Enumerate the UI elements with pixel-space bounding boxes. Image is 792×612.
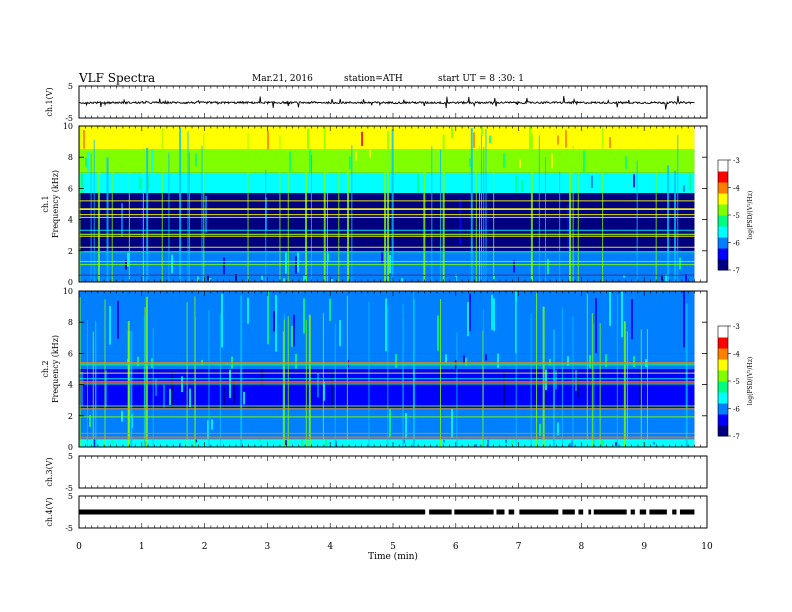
start-time-label: start UT = 8 :30: 1 — [438, 74, 524, 84]
ch1-colorbar-label: log(PSD/(V²/Hz) — [747, 191, 754, 240]
ch2-colorbar-swatch-1 — [718, 414, 728, 426]
ch2-colorbar-swatch-6 — [718, 359, 728, 371]
ch2-colorbar-swatch-0 — [718, 425, 728, 437]
ch2-colorbar-swatch-5 — [718, 370, 728, 382]
ch1-spectrogram-ytick-3: 4 — [68, 216, 73, 225]
ch2-colorbar-swatch-3 — [718, 392, 728, 404]
ch3-panel-ytick-0: 5 — [68, 452, 73, 461]
ch2-spectrogram-ytick-1: 8 — [68, 318, 73, 327]
ch2-spectrogram-ytick-4: 2 — [68, 412, 73, 421]
ch1-colorbar-swatch-3 — [718, 226, 728, 238]
xtick-6: 6 — [453, 542, 459, 552]
ch2-colorbar-swatch-2 — [718, 403, 728, 415]
ch2-spectrogram-ylabel-freq: Frequency (kHz) — [51, 335, 60, 403]
xtick-4: 4 — [327, 542, 333, 552]
ch2-colorbar-tick-4: -7 — [733, 433, 740, 441]
ch2-colorbar-tick-3: -6 — [733, 406, 740, 414]
xtick-7: 7 — [516, 542, 522, 552]
xtick-0: 0 — [76, 542, 82, 552]
ch1-colorbar-swatch-8 — [718, 171, 728, 183]
ch1-spectrogram-band-1 — [79, 250, 695, 275]
ch2-spectrogram-ylabel-channel: ch.2 — [41, 360, 50, 377]
ch1-waveform — [78, 95, 695, 110]
ch2-colorbar-tick-0: -3 — [733, 323, 740, 331]
ch1-colorbar-swatch-9 — [718, 160, 728, 172]
ch1-spectrogram-heatmap — [78, 126, 695, 282]
ch3-panel-ylabel: ch.3(V) — [45, 457, 54, 486]
ch1-spectrogram-ytick-4: 2 — [68, 247, 73, 256]
ch2-colorbar-label: log(PSD/(V²/Hz) — [747, 357, 754, 406]
ch1-panel-ytick-0: 5 — [68, 82, 73, 91]
ch2-spectrogram-ytick-5: 0 — [68, 443, 73, 452]
ch2-spectrogram-ytick-2: 6 — [68, 349, 73, 358]
ch2-colorbar-tick-2: -5 — [733, 378, 740, 386]
ch1-spectrogram-band-3 — [79, 172, 695, 194]
ch1-panel-ylabel: ch.1(V) — [45, 87, 54, 116]
ch1-colorbar-swatch-6 — [718, 193, 728, 205]
ch1-spectrogram-ytick-2: 6 — [68, 184, 73, 193]
ch1-spectrogram-ytick-5: 0 — [68, 278, 73, 287]
ch4-panel-ytick-1: -5 — [65, 524, 73, 533]
ch1-colorbar-tick-2: -5 — [733, 212, 740, 220]
ch1-colorbar-swatch-5 — [718, 204, 728, 216]
ch1-spectrogram-band-2 — [79, 193, 695, 251]
ch4-waveform — [79, 509, 695, 515]
ch1-colorbar-swatch-2 — [718, 237, 728, 249]
ch2-spectrogram-band-0 — [79, 439, 695, 447]
ch1-spectrogram-ytick-1: 8 — [68, 153, 73, 162]
ch1-spectrogram-ytick-0: 10 — [63, 122, 73, 131]
ch3-panel-ytick-1: -5 — [65, 484, 73, 493]
xtick-5: 5 — [390, 542, 396, 552]
figure-title: VLF Spectra — [79, 71, 156, 85]
ch4-panel-ytick-0: 5 — [68, 492, 73, 501]
xtick-10: 10 — [701, 542, 713, 552]
ch1-colorbar-swatch-0 — [718, 259, 728, 271]
station-label: station=ATH — [344, 74, 403, 84]
ch1-colorbar-tick-4: -7 — [733, 267, 740, 275]
ch1-colorbar-tick-1: -4 — [733, 185, 740, 193]
ch1-colorbar-tick-3: -6 — [733, 240, 740, 248]
ch2-spectrogram-heatmap — [79, 291, 695, 447]
ch1-spectrogram-band-5 — [79, 126, 695, 150]
ch2-colorbar-swatch-7 — [718, 348, 728, 360]
xtick-9: 9 — [641, 542, 647, 552]
ch2-spectrogram-ytick-3: 4 — [68, 381, 73, 390]
ch2-colorbar-swatch-4 — [718, 381, 728, 393]
ch2-spectrogram-band-1 — [79, 408, 695, 440]
ch4-panel-ylabel: ch.4(V) — [45, 497, 54, 526]
xtick-1: 1 — [139, 542, 145, 552]
ch2-colorbar-tick-1: -4 — [733, 351, 740, 359]
ch2-spectrogram-ytick-0: 10 — [63, 287, 73, 296]
xtick-2: 2 — [202, 542, 208, 552]
ch1-colorbar-swatch-1 — [718, 248, 728, 260]
ch1-colorbar-swatch-7 — [718, 182, 728, 194]
ch2-colorbar-swatch-9 — [718, 326, 728, 338]
ch1-spectrogram-band-4 — [79, 149, 695, 173]
x-axis-label: Time (min) — [368, 551, 418, 562]
ch2-spectrogram-band-3 — [79, 353, 695, 369]
ch1-spectrogram-ylabel-freq: Frequency (kHz) — [51, 170, 60, 238]
ch1-colorbar-tick-0: -3 — [733, 157, 740, 165]
ch1-spectrogram-band-0 — [79, 274, 695, 282]
ch2-colorbar-swatch-8 — [718, 337, 728, 349]
ch1-spectrogram-ylabel-channel: ch.1 — [41, 195, 50, 212]
date-label: Mar.21, 2016 — [252, 74, 313, 84]
xtick-3: 3 — [265, 542, 271, 552]
ch1-panel-ytick-1: -5 — [65, 114, 73, 123]
ch1-colorbar-swatch-4 — [718, 215, 728, 227]
xtick-8: 8 — [579, 542, 585, 552]
